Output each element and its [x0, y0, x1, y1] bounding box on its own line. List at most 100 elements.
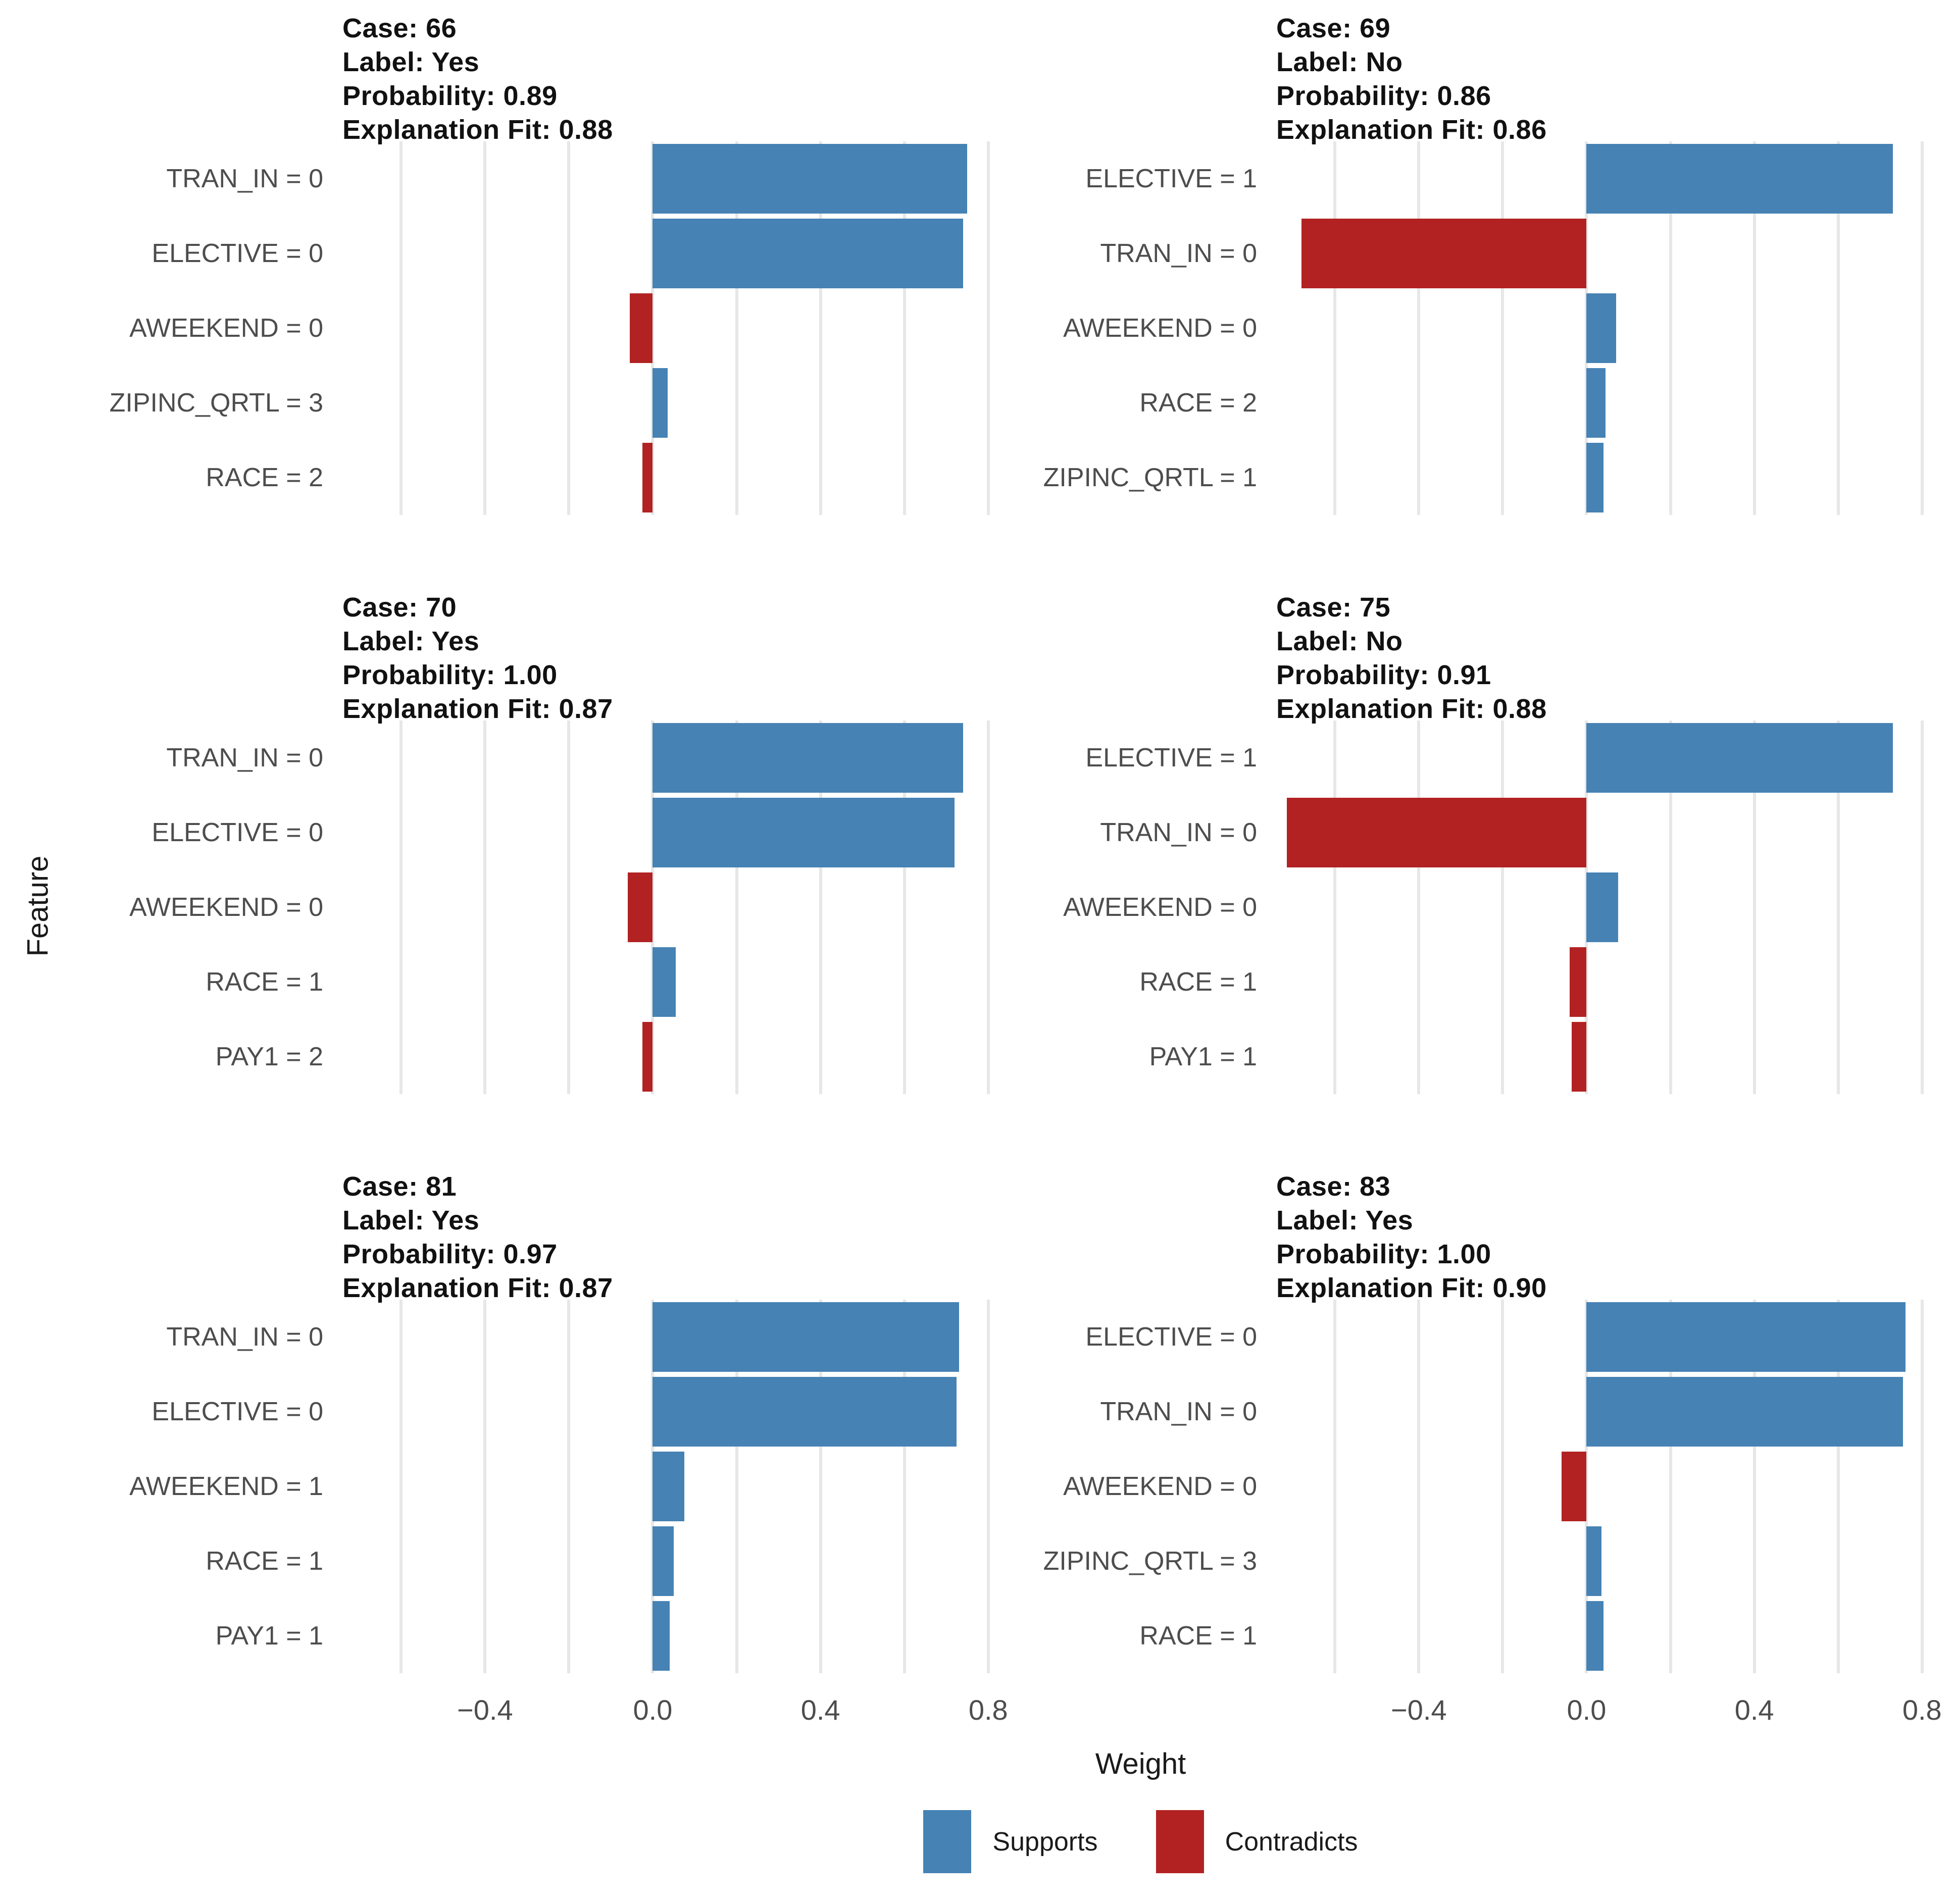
- facet-header-line: Case: 75: [1276, 592, 1391, 623]
- bar-contradicts: [627, 872, 653, 942]
- facet-header-line: Label: No: [1276, 47, 1403, 77]
- gridline: [1752, 1300, 1756, 1673]
- gridline: [1752, 141, 1756, 515]
- bar-contradicts: [1301, 219, 1587, 288]
- bar-contradicts: [1570, 947, 1587, 1017]
- facet-header-line: Case: 69: [1276, 13, 1391, 43]
- y-tick-label: RACE = 1: [1139, 967, 1257, 997]
- gridline: [1752, 721, 1756, 1094]
- gridline: [399, 141, 403, 515]
- gridline: [1333, 141, 1337, 515]
- y-tick-label: ELECTIVE = 0: [152, 818, 323, 847]
- y-tick-label: PAY1 = 2: [215, 1042, 323, 1071]
- x-axis-title: Weight: [1095, 1747, 1186, 1780]
- bar-supports: [1586, 368, 1606, 438]
- gridline: [1920, 141, 1924, 515]
- y-tick-label: RACE = 2: [206, 463, 323, 492]
- gridline: [1501, 141, 1505, 515]
- y-tick-label: AWEEKEND = 0: [129, 314, 323, 343]
- facet-header-line: Explanation Fit: 0.87: [342, 694, 613, 724]
- legend-entry-supports: Supports: [923, 1810, 1098, 1873]
- facet-header-line: Probability: 0.91: [1276, 660, 1491, 690]
- bar-supports: [1586, 872, 1618, 942]
- gridline: [1920, 721, 1924, 1094]
- x-tick-label: −0.4: [457, 1694, 513, 1726]
- gridline: [903, 1300, 906, 1673]
- facet-header-line: Case: 81: [342, 1171, 457, 1202]
- gridline: [819, 1300, 822, 1673]
- bar-supports: [653, 144, 968, 214]
- gridline: [1333, 721, 1337, 1094]
- gridline: [1501, 721, 1505, 1094]
- y-tick-label: ELECTIVE = 0: [152, 239, 323, 268]
- y-tick-label: TRAN_IN = 0: [166, 164, 323, 193]
- gridline: [1836, 141, 1840, 515]
- bar-supports: [1586, 443, 1603, 512]
- x-tick-label: 0.4: [1734, 1694, 1774, 1726]
- facet-header-line: Probability: 0.86: [1276, 81, 1491, 111]
- y-tick-label: TRAN_IN = 0: [1100, 818, 1257, 847]
- supports-swatch-icon: [923, 1810, 972, 1873]
- gridline: [819, 721, 822, 1094]
- facet-header-line: Case: 83: [1276, 1171, 1391, 1202]
- bar-supports: [653, 1377, 957, 1447]
- facet-header-line: Explanation Fit: 0.87: [342, 1273, 613, 1303]
- facet-header-line: Explanation Fit: 0.90: [1276, 1273, 1547, 1303]
- y-tick-label: RACE = 1: [1139, 1621, 1257, 1651]
- x-tick-label: 0.0: [1567, 1694, 1607, 1726]
- y-tick-label: AWEEKEND = 0: [1063, 893, 1257, 922]
- gridline: [1669, 141, 1672, 515]
- bar-supports: [1586, 293, 1616, 363]
- y-tick-label: TRAN_IN = 0: [166, 743, 323, 773]
- legend-label-supports: Supports: [992, 1827, 1098, 1857]
- x-tick-label: −0.4: [1391, 1694, 1447, 1726]
- bar-supports: [653, 1526, 674, 1596]
- y-tick-label: ELECTIVE = 0: [1085, 1322, 1257, 1352]
- gridline: [399, 1300, 403, 1673]
- facet-header-line: Explanation Fit: 0.88: [342, 115, 613, 145]
- gridline: [1669, 1300, 1672, 1673]
- y-tick-label: AWEEKEND = 0: [1063, 314, 1257, 343]
- bar-contradicts: [1561, 1452, 1587, 1521]
- bar-supports: [653, 219, 963, 288]
- facet-header-line: Case: 70: [342, 592, 457, 623]
- gridline: [1417, 721, 1421, 1094]
- bar-supports: [653, 368, 668, 438]
- bar-contradicts: [629, 293, 653, 363]
- y-tick-label: AWEEKEND = 0: [1063, 1472, 1257, 1501]
- legend: Supports Contradicts: [342, 1810, 1939, 1873]
- facet-header-line: Probability: 1.00: [1276, 1239, 1491, 1269]
- gridline: [819, 141, 822, 515]
- gridline: [1417, 141, 1421, 515]
- gridline: [735, 141, 738, 515]
- gridline: [903, 721, 906, 1094]
- x-tick-label: 0.8: [1902, 1694, 1942, 1726]
- y-tick-label: TRAN_IN = 0: [1100, 1397, 1257, 1426]
- bar-supports: [1586, 144, 1893, 214]
- x-tick-label: 0.8: [968, 1694, 1008, 1726]
- facet-header-line: Label: Yes: [342, 626, 480, 656]
- facet-header-line: Case: 66: [342, 13, 457, 43]
- gridline: [986, 141, 990, 515]
- legend-label-contradicts: Contradicts: [1225, 1827, 1358, 1857]
- facet-header-line: Label: Yes: [1276, 1205, 1414, 1236]
- bar-supports: [1586, 1526, 1601, 1596]
- y-tick-label: RACE = 2: [1139, 388, 1257, 418]
- gridline: [735, 721, 738, 1094]
- gridline: [1920, 1300, 1924, 1673]
- gridline: [399, 721, 403, 1094]
- bar-supports: [1586, 1601, 1603, 1671]
- gridline: [483, 721, 487, 1094]
- facet-header-line: Explanation Fit: 0.86: [1276, 115, 1547, 145]
- gridline: [986, 721, 990, 1094]
- facet-header-line: Probability: 0.89: [342, 81, 558, 111]
- gridline: [483, 1300, 487, 1673]
- facet-header-line: Label: Yes: [342, 1205, 480, 1236]
- gridline: [1333, 1300, 1337, 1673]
- facet-header-line: Label: No: [1276, 626, 1403, 656]
- gridline: [651, 721, 655, 1094]
- y-tick-label: RACE = 1: [206, 1547, 323, 1576]
- bar-supports: [653, 1452, 684, 1521]
- y-tick-label: PAY1 = 1: [215, 1621, 323, 1651]
